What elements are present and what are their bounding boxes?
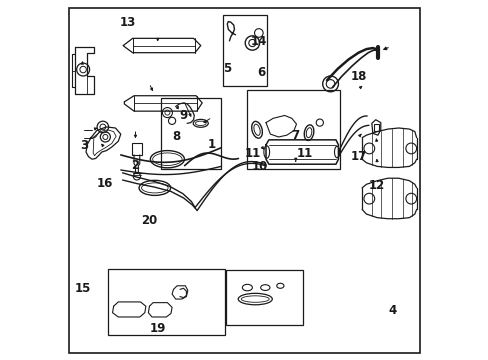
- Text: 13: 13: [120, 16, 136, 29]
- Text: 18: 18: [350, 69, 366, 82]
- Text: 11: 11: [244, 147, 260, 159]
- Text: 3: 3: [80, 139, 88, 152]
- Text: 7: 7: [291, 129, 299, 142]
- Bar: [373, 124, 379, 131]
- Text: 17: 17: [350, 150, 366, 163]
- Text: 14: 14: [250, 35, 266, 49]
- Text: 19: 19: [149, 322, 165, 335]
- Text: 1: 1: [208, 138, 216, 150]
- Text: 6: 6: [257, 66, 265, 79]
- Text: 8: 8: [172, 130, 180, 144]
- Text: 2: 2: [131, 159, 139, 172]
- Text: 15: 15: [74, 282, 90, 295]
- Text: 16: 16: [96, 177, 113, 190]
- Bar: [161, 98, 221, 169]
- Bar: [223, 15, 266, 86]
- Text: 10: 10: [252, 160, 268, 173]
- Text: 20: 20: [141, 214, 157, 227]
- Text: 4: 4: [387, 305, 396, 318]
- Bar: [108, 269, 224, 335]
- Text: 11: 11: [296, 147, 312, 160]
- Text: 12: 12: [368, 179, 385, 192]
- Bar: [225, 270, 303, 325]
- Bar: [131, 143, 142, 155]
- Text: 5: 5: [223, 62, 231, 75]
- Bar: [246, 90, 340, 169]
- Text: 9: 9: [179, 109, 187, 122]
